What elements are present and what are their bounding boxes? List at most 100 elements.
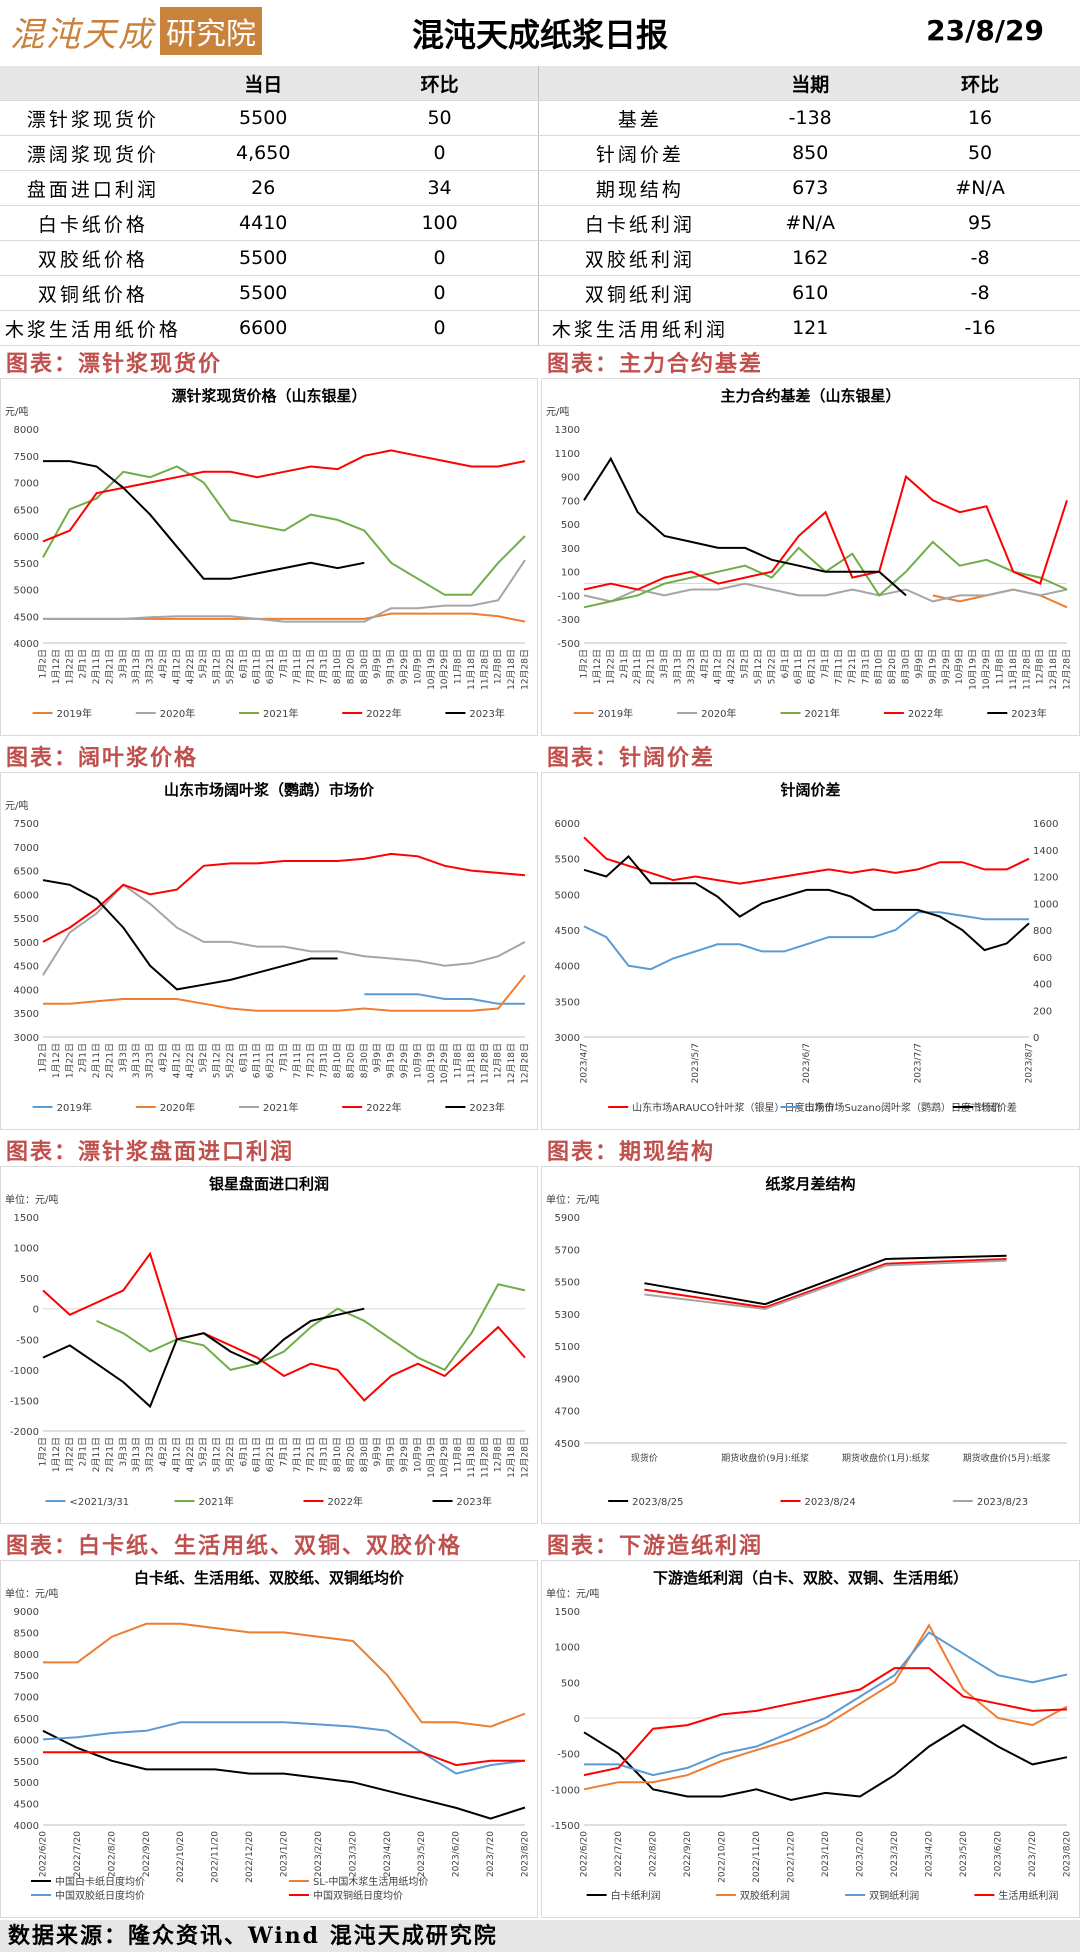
row-label: 漂针浆现货价 <box>0 100 186 136</box>
x-tick-label: 9月29日 <box>399 1437 410 1472</box>
legend-label: 2020年 <box>160 707 195 720</box>
row-change: -16 <box>880 310 1080 346</box>
x-tick-label: 11月28日 <box>479 649 490 690</box>
series-line <box>644 1259 1007 1311</box>
series-line <box>583 854 1030 952</box>
x-tick-label: 4月12日 <box>171 1043 182 1078</box>
panel-spread: 图表：针阔价差 针阔价差 3000 3500 4000 4500 5000 5500 6000… <box>541 740 1080 1130</box>
x-tick-label: 2023/5/7 <box>691 1043 701 1083</box>
series-line <box>43 612 526 623</box>
x-tick-label: 11月8日 <box>453 649 464 684</box>
x-tick-label: 8月20日 <box>345 649 356 684</box>
series-line <box>644 1258 1007 1309</box>
row-value: 5500 <box>185 275 341 311</box>
x-tick-label: 10月29日 <box>439 1043 450 1084</box>
x-tick-label: 5月2日 <box>198 649 209 678</box>
x-tick-label: 1月2日 <box>579 649 590 678</box>
x-tick-label: 7月11日 <box>292 649 303 684</box>
x-tick-label: 6月1日 <box>238 1437 249 1466</box>
x-tick-label: 5月22日 <box>225 1437 236 1472</box>
legend-label: 2021年 <box>199 1495 234 1508</box>
x-tick-label: 2月1日 <box>78 1437 89 1466</box>
x-tick-label: 6月21日 <box>265 1437 276 1472</box>
x-tick-label: 6月11日 <box>252 649 263 684</box>
y-tick-label: 5100 <box>555 1342 580 1353</box>
x-tick-label: 3月23日 <box>686 649 697 684</box>
x-tick-label: 2022/8/20 <box>107 1831 117 1877</box>
x-tick-label: 4月2日 <box>158 649 169 678</box>
legend-label: 双胶纸利润 <box>740 1889 790 1902</box>
x-tick-label: 12月28日 <box>520 1437 531 1478</box>
axis-unit: 元/吨 <box>5 405 28 418</box>
series-line <box>42 1251 526 1402</box>
x-tick-label: 2023/2/20 <box>856 1831 866 1877</box>
x-tick-label: 期货收盘价(9月):纸浆 <box>721 1452 809 1464</box>
x-tick-label: 5月2日 <box>198 1437 209 1466</box>
header-right-current: 当期 <box>740 66 881 101</box>
y-tick-label: 6500 <box>14 1714 39 1725</box>
y-tick-label: 4500 <box>555 1439 580 1450</box>
y-tick-label: 6500 <box>14 505 39 516</box>
series-line <box>43 460 365 580</box>
row-change: 95 <box>880 205 1080 241</box>
x-tick-label: 8月10日 <box>332 1043 343 1078</box>
x-tick-label: 期货收盘价(5月):纸浆 <box>963 1452 1051 1464</box>
x-tick-label: 2023/5/20 <box>959 1831 969 1877</box>
x-tick-label: 4月22日 <box>726 649 737 684</box>
x-tick-label: 10月29日 <box>439 649 450 690</box>
y-tick-label: 3000 <box>14 1033 39 1044</box>
x-tick-label: 12月18日 <box>506 1043 517 1084</box>
x-tick-label: 11月8日 <box>453 1043 464 1078</box>
y-tick-label: 7500 <box>14 452 39 463</box>
logo: 混沌天成 研究院 <box>10 6 262 56</box>
x-tick-label: 2022/11/20 <box>752 1831 762 1883</box>
legend-label: 2020年 <box>160 1101 195 1114</box>
x-tick-label: 8月10日 <box>332 649 343 684</box>
x-tick-label: 12月18日 <box>506 649 517 690</box>
x-tick-label: 2022/6/20 <box>39 1831 49 1877</box>
x-tick-label: 12月18日 <box>1048 649 1059 690</box>
x-tick-label: 9月9日 <box>372 1043 383 1072</box>
series-line <box>583 1667 1068 1777</box>
panel-hardwood-price: 图表：阔叶浆价格 山东市场阔叶浆（鹦鹉）市场价 元/吨 3000 3500 4000 45… <box>0 740 538 1130</box>
series-line <box>96 1283 526 1372</box>
legend-label: 白卡纸利润 <box>611 1889 661 1902</box>
x-tick-label: 9月19日 <box>927 649 938 684</box>
row-label: 基差 <box>538 100 741 136</box>
x-tick-label: 1月12日 <box>592 649 603 684</box>
x-tick-label: 12月8日 <box>493 1437 504 1472</box>
footer-source: 数据来源：隆众资讯、Wind 混沌天成研究院 <box>0 1920 1080 1952</box>
x-tick-label: 8月20日 <box>887 649 898 684</box>
x-tick-label: 7月11日 <box>292 1437 303 1472</box>
x-tick-label: 3月3日 <box>659 649 670 678</box>
x-tick-label: 2022/8/20 <box>649 1831 659 1877</box>
legend-label: 2023年 <box>469 1101 504 1114</box>
x-tick-label: 10月19日 <box>426 1043 437 1084</box>
x-tick-label: 5月12日 <box>753 649 764 684</box>
y-tick-label: 3500 <box>555 997 580 1008</box>
x-tick-label: 2023/7/7 <box>913 1043 923 1083</box>
x-tick-label: 1月12日 <box>51 1437 62 1472</box>
y-tick-label: -500 <box>557 639 580 650</box>
y-tick-label: 500 <box>561 1678 580 1689</box>
row-value: 5500 <box>185 240 341 276</box>
x-tick-label: 3月3日 <box>118 649 129 678</box>
x-tick-label: 10月9日 <box>412 649 423 684</box>
y-tick-label: 5900 <box>555 1213 580 1224</box>
y-tick-label: 6000 <box>14 1735 39 1746</box>
x-tick-label: 9月29日 <box>399 1043 410 1078</box>
header-left-change: 环比 <box>340 66 540 101</box>
x-tick-label: 7月11日 <box>292 1043 303 1078</box>
panel-term-structure: 图表：期现结构 纸浆月差结构 单位：元/吨 4500 4700 4900 5100 5300… <box>541 1134 1080 1524</box>
x-tick-label: 11月28日 <box>479 1043 490 1084</box>
y-tick-label: 100 <box>561 568 580 579</box>
row-value: 610 <box>740 275 881 311</box>
panel-title: 图表：阔叶浆价格 <box>6 745 199 771</box>
y-tick-label: 1300 <box>555 425 580 436</box>
series-line <box>42 1729 526 1820</box>
y-tick-label: 0 <box>574 1714 580 1725</box>
x-tick-label: 2023/3/20 <box>890 1831 900 1877</box>
y-tick-label: 4000 <box>14 985 39 996</box>
x-tick-label: 12月28日 <box>1062 649 1073 690</box>
